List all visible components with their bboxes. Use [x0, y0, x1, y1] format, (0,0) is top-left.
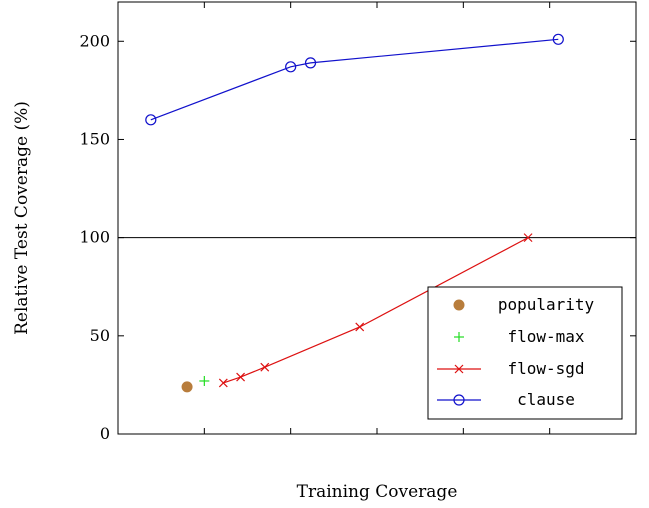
y-axis-title: Relative Test Coverage (%): [12, 101, 32, 335]
legend-marker: [453, 299, 465, 311]
legend-item-flow-max: flow-max: [454, 327, 585, 346]
cross-b: [236, 372, 246, 382]
flow-sgd-point: [236, 372, 246, 382]
flow-sgd-point: [355, 322, 365, 332]
y-tick-label: 150: [79, 129, 110, 148]
y-tick-label: 0: [100, 424, 110, 443]
cross-b: [260, 362, 270, 372]
cross-b: [523, 233, 533, 243]
flow-sgd-point: [218, 378, 228, 388]
popularity-point: [181, 381, 193, 393]
cross-b: [218, 378, 228, 388]
flow-sgd-point: [523, 233, 533, 243]
series-layer: [145, 33, 564, 393]
legend-label: flow-max: [507, 327, 584, 346]
legend-item-popularity: popularity: [453, 295, 595, 314]
legend-marker: [453, 394, 465, 406]
legend-marker: [454, 364, 464, 374]
y-tick-label: 100: [79, 228, 110, 247]
legend-label: popularity: [498, 295, 595, 314]
legend-item-flow-sgd: flow-sgd: [437, 359, 585, 378]
clause-point: [285, 61, 297, 73]
clause-line: [150, 38, 559, 121]
clause-point: [145, 114, 157, 126]
series-flow-sgd: [218, 233, 533, 388]
flow-max-point: [199, 375, 210, 386]
series-flow-max: [199, 375, 210, 386]
flow-sgd-point: [260, 362, 270, 372]
series-clause: [145, 33, 564, 126]
cross-b: [454, 364, 464, 374]
cross-b: [355, 322, 365, 332]
legend-label: clause: [517, 390, 575, 409]
y-tick-label: 50: [90, 326, 110, 345]
y-tick-label: 200: [79, 31, 110, 50]
legend-label: flow-sgd: [507, 359, 584, 378]
legend-marker: [454, 332, 464, 342]
clause-point: [304, 57, 317, 69]
clause-point: [552, 33, 564, 45]
axis-ticks: 0 50 100 150 200: [79, 2, 636, 443]
series-popularity: [181, 381, 193, 393]
legend-item-clause: clause: [437, 390, 575, 409]
legend: popularity flow-max flow-sgd clause: [427, 286, 623, 420]
x-axis-title: Training Coverage: [297, 482, 458, 502]
